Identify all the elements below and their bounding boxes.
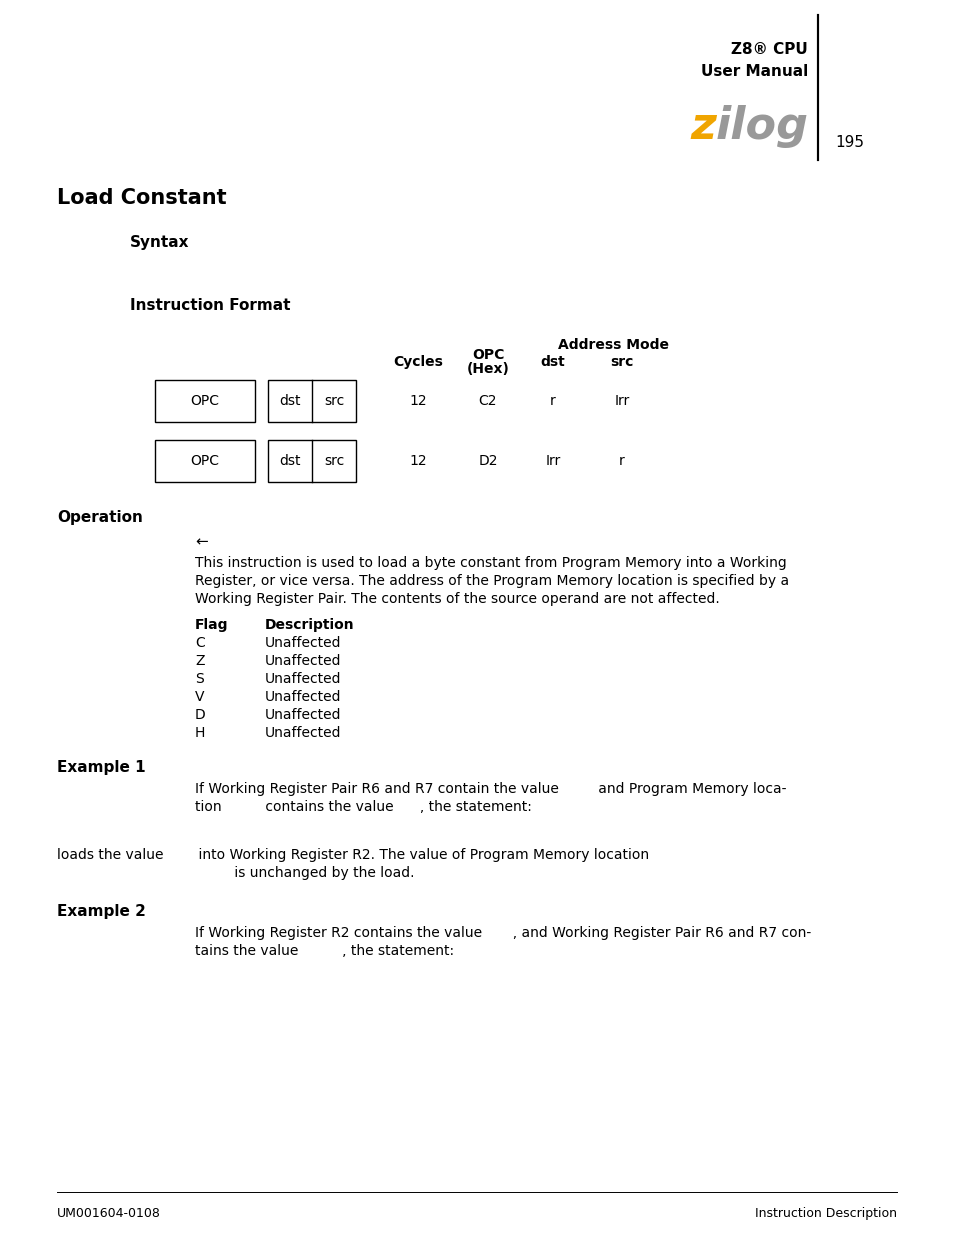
Text: dst: dst <box>540 354 565 369</box>
Text: src: src <box>323 394 344 408</box>
Text: Instruction Format: Instruction Format <box>130 298 291 312</box>
Text: tains the value          , the statement:: tains the value , the statement: <box>194 944 454 958</box>
Text: D2: D2 <box>477 454 497 468</box>
Text: is unchanged by the load.: is unchanged by the load. <box>194 866 414 881</box>
Text: tion          contains the value      , the statement:: tion contains the value , the statement: <box>194 800 532 814</box>
Text: User Manual: User Manual <box>700 64 807 79</box>
Text: Address Mode: Address Mode <box>558 338 668 352</box>
Bar <box>154 380 254 422</box>
Text: dst: dst <box>279 454 300 468</box>
Text: Example 1: Example 1 <box>57 760 146 776</box>
Text: loads the value        into Working Register R2. The value of Program Memory loc: loads the value into Working Register R2… <box>57 848 648 862</box>
Text: If Working Register R2 contains the value       , and Working Register Pair R6 a: If Working Register R2 contains the valu… <box>194 926 810 940</box>
Text: C: C <box>194 636 205 650</box>
Text: Operation: Operation <box>57 510 143 525</box>
Text: Unaffected: Unaffected <box>265 655 341 668</box>
Text: OPC: OPC <box>191 454 219 468</box>
Text: Unaffected: Unaffected <box>265 690 341 704</box>
Text: V: V <box>194 690 204 704</box>
Text: C2: C2 <box>478 394 497 408</box>
Text: Register, or vice versa. The address of the Program Memory location is specified: Register, or vice versa. The address of … <box>194 574 788 588</box>
Text: Example 2: Example 2 <box>57 904 146 919</box>
Text: src: src <box>610 354 633 369</box>
Text: Unaffected: Unaffected <box>265 726 341 740</box>
Text: (Hex): (Hex) <box>466 362 509 375</box>
Text: Unaffected: Unaffected <box>265 672 341 685</box>
Text: Description: Description <box>265 618 355 632</box>
Text: Irr: Irr <box>614 394 629 408</box>
Text: S: S <box>194 672 204 685</box>
Text: ←: ← <box>194 534 208 550</box>
Text: Z: Z <box>194 655 204 668</box>
Text: 12: 12 <box>409 454 426 468</box>
Text: src: src <box>323 454 344 468</box>
Bar <box>268 380 355 422</box>
Text: Instruction Description: Instruction Description <box>754 1207 896 1220</box>
Text: UM001604-0108: UM001604-0108 <box>57 1207 161 1220</box>
Text: Flag: Flag <box>194 618 229 632</box>
Text: Load Constant: Load Constant <box>57 188 227 207</box>
Text: r: r <box>618 454 624 468</box>
Text: If Working Register Pair R6 and R7 contain the value         and Program Memory : If Working Register Pair R6 and R7 conta… <box>194 782 785 797</box>
Text: dst: dst <box>279 394 300 408</box>
Text: OPC: OPC <box>191 394 219 408</box>
Text: Unaffected: Unaffected <box>265 636 341 650</box>
Text: Cycles: Cycles <box>393 354 442 369</box>
Text: Unaffected: Unaffected <box>265 708 341 722</box>
Bar <box>268 440 355 482</box>
Text: ilog: ilog <box>716 105 808 148</box>
Text: This instruction is used to load a byte constant from Program Memory into a Work: This instruction is used to load a byte … <box>194 556 786 571</box>
Text: 12: 12 <box>409 394 426 408</box>
Text: r: r <box>550 394 556 408</box>
Text: 195: 195 <box>834 135 863 149</box>
Text: D: D <box>194 708 206 722</box>
Text: Syntax: Syntax <box>130 235 190 249</box>
Text: z: z <box>689 105 715 148</box>
Text: OPC: OPC <box>472 348 503 362</box>
Text: H: H <box>194 726 205 740</box>
Text: Irr: Irr <box>545 454 560 468</box>
Text: Z8® CPU: Z8® CPU <box>731 42 807 57</box>
Bar <box>154 440 254 482</box>
Text: Working Register Pair. The contents of the source operand are not affected.: Working Register Pair. The contents of t… <box>194 592 719 606</box>
